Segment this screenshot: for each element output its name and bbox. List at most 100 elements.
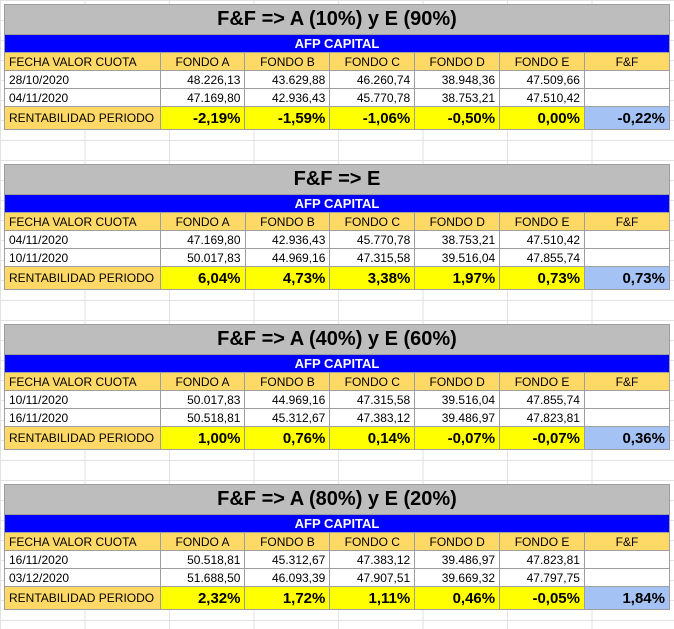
column-header[interactable]: FONDO C xyxy=(329,532,416,551)
return-cell[interactable]: -0,07% xyxy=(414,426,501,450)
value-cell[interactable]: 42.936,43 xyxy=(244,230,331,249)
column-header[interactable]: FECHA VALOR CUOTA xyxy=(4,532,161,551)
return-cell[interactable]: -1,06% xyxy=(329,106,416,130)
column-header[interactable]: FONDO E xyxy=(499,532,585,551)
value-cell[interactable]: 38.753,21 xyxy=(414,88,501,107)
return-cell[interactable]: 0,14% xyxy=(329,426,416,450)
column-header[interactable]: FONDO E xyxy=(499,52,585,71)
value-cell[interactable]: 39.516,04 xyxy=(414,390,501,409)
column-header[interactable]: FONDO A xyxy=(159,212,246,231)
value-cell[interactable]: 45.312,67 xyxy=(244,408,331,427)
value-cell[interactable]: 46.260,74 xyxy=(329,70,416,89)
return-cell[interactable]: -1,59% xyxy=(244,106,331,130)
return-cell[interactable]: 1,97% xyxy=(414,266,501,290)
value-cell[interactable]: 47.823,81 xyxy=(499,550,585,569)
date-cell[interactable]: 03/12/2020 xyxy=(4,568,161,587)
ff-return-cell[interactable]: -0,22% xyxy=(583,106,671,130)
value-cell[interactable]: 42.936,43 xyxy=(244,88,331,107)
column-header[interactable]: FONDO A xyxy=(159,532,246,551)
column-header[interactable]: F&F xyxy=(583,52,671,71)
column-header[interactable]: FONDO C xyxy=(329,212,416,231)
column-header[interactable]: FONDO E xyxy=(499,212,586,231)
column-header[interactable]: FONDO A xyxy=(159,372,246,391)
value-cell[interactable]: 38.753,21 xyxy=(414,230,501,249)
value-cell[interactable]: 39.486,97 xyxy=(414,408,501,427)
ff-return-cell[interactable]: 1,84% xyxy=(583,586,671,610)
value-cell[interactable]: 47.169,80 xyxy=(159,88,246,107)
value-cell[interactable]: 44.969,16 xyxy=(244,390,331,409)
column-header[interactable]: FONDO C xyxy=(329,372,416,391)
value-cell[interactable]: 39.669,32 xyxy=(414,568,501,587)
table-title[interactable]: F&F => A (10%) y E (90%) xyxy=(4,4,670,35)
return-cell[interactable]: 1,11% xyxy=(329,586,416,610)
column-header[interactable]: FONDO A xyxy=(159,52,246,71)
value-cell[interactable]: 39.486,97 xyxy=(414,550,501,569)
date-cell[interactable]: 28/10/2020 xyxy=(4,70,161,89)
column-header[interactable]: FONDO D xyxy=(414,52,501,71)
column-header[interactable]: F&F xyxy=(583,372,671,391)
column-header[interactable]: FONDO D xyxy=(414,532,501,551)
value-cell[interactable]: 47.907,51 xyxy=(329,568,416,587)
column-header[interactable]: FONDO E xyxy=(499,372,585,391)
return-cell[interactable]: 0,00% xyxy=(499,106,585,130)
column-header[interactable]: FONDO D xyxy=(414,372,501,391)
value-cell[interactable]: 47.823,81 xyxy=(499,408,585,427)
value-cell[interactable]: 46.093,39 xyxy=(244,568,331,587)
column-header[interactable]: FECHA VALOR CUOTA xyxy=(4,52,161,71)
value-cell[interactable]: 47.383,12 xyxy=(329,408,416,427)
value-cell[interactable] xyxy=(583,550,671,569)
return-cell[interactable]: -2,19% xyxy=(159,106,246,130)
value-cell[interactable]: 50.017,83 xyxy=(159,390,246,409)
value-cell[interactable]: 43.629,88 xyxy=(244,70,331,89)
return-cell[interactable]: 4,73% xyxy=(244,266,331,290)
value-cell[interactable]: 51.688,50 xyxy=(159,568,246,587)
return-cell[interactable]: 3,38% xyxy=(329,266,416,290)
column-header[interactable]: F&F xyxy=(584,212,670,231)
column-header[interactable]: FECHA VALOR CUOTA xyxy=(4,372,161,391)
return-cell[interactable]: 2,32% xyxy=(159,586,246,610)
date-cell[interactable]: 16/11/2020 xyxy=(4,408,161,427)
return-cell[interactable]: 0,73% xyxy=(499,266,586,290)
afp-label[interactable]: AFP CAPITAL xyxy=(4,194,670,213)
afp-label[interactable]: AFP CAPITAL xyxy=(4,354,670,373)
value-cell[interactable]: 47.510,42 xyxy=(499,230,586,249)
column-header[interactable]: FONDO B xyxy=(244,212,331,231)
ff-return-cell[interactable]: 0,36% xyxy=(583,426,671,450)
value-cell[interactable]: 47.510,42 xyxy=(499,88,585,107)
return-cell[interactable]: -0,05% xyxy=(499,586,585,610)
value-cell[interactable]: 44.969,16 xyxy=(244,248,331,267)
rentabilidad-label[interactable]: RENTABILIDAD PERIODO xyxy=(4,106,161,130)
return-cell[interactable]: -0,50% xyxy=(414,106,501,130)
value-cell[interactable]: 47.855,74 xyxy=(499,390,585,409)
table-title[interactable]: F&F => A (40%) y E (60%) xyxy=(4,324,670,355)
value-cell[interactable]: 38.948,36 xyxy=(414,70,501,89)
column-header[interactable]: FONDO C xyxy=(329,52,416,71)
return-cell[interactable]: 0,76% xyxy=(244,426,331,450)
table-title[interactable]: F&F => A (80%) y E (20%) xyxy=(4,484,670,515)
value-cell[interactable] xyxy=(583,390,671,409)
return-cell[interactable]: 0,46% xyxy=(414,586,501,610)
value-cell[interactable] xyxy=(583,568,671,587)
rentabilidad-label[interactable]: RENTABILIDAD PERIODO xyxy=(4,266,161,290)
column-header[interactable]: FONDO B xyxy=(244,532,331,551)
value-cell[interactable]: 47.169,80 xyxy=(159,230,246,249)
value-cell[interactable]: 50.017,83 xyxy=(159,248,246,267)
return-cell[interactable]: 1,00% xyxy=(159,426,246,450)
afp-label[interactable]: AFP CAPITAL xyxy=(4,34,670,53)
value-cell[interactable]: 47.855,74 xyxy=(499,248,586,267)
column-header[interactable]: FONDO B xyxy=(244,52,331,71)
date-cell[interactable]: 10/11/2020 xyxy=(4,248,161,267)
value-cell[interactable]: 50.518,81 xyxy=(159,550,246,569)
value-cell[interactable]: 47.315,58 xyxy=(329,390,416,409)
value-cell[interactable]: 45.770,78 xyxy=(329,88,416,107)
column-header[interactable]: F&F xyxy=(583,532,671,551)
rentabilidad-label[interactable]: RENTABILIDAD PERIODO xyxy=(4,586,161,610)
column-header[interactable]: FONDO D xyxy=(414,212,501,231)
date-cell[interactable]: 16/11/2020 xyxy=(4,550,161,569)
column-header[interactable]: FECHA VALOR CUOTA xyxy=(4,212,161,231)
value-cell[interactable] xyxy=(584,230,670,249)
value-cell[interactable]: 45.312,67 xyxy=(244,550,331,569)
column-header[interactable]: FONDO B xyxy=(244,372,331,391)
value-cell[interactable] xyxy=(583,70,671,89)
value-cell[interactable]: 48.226,13 xyxy=(159,70,246,89)
